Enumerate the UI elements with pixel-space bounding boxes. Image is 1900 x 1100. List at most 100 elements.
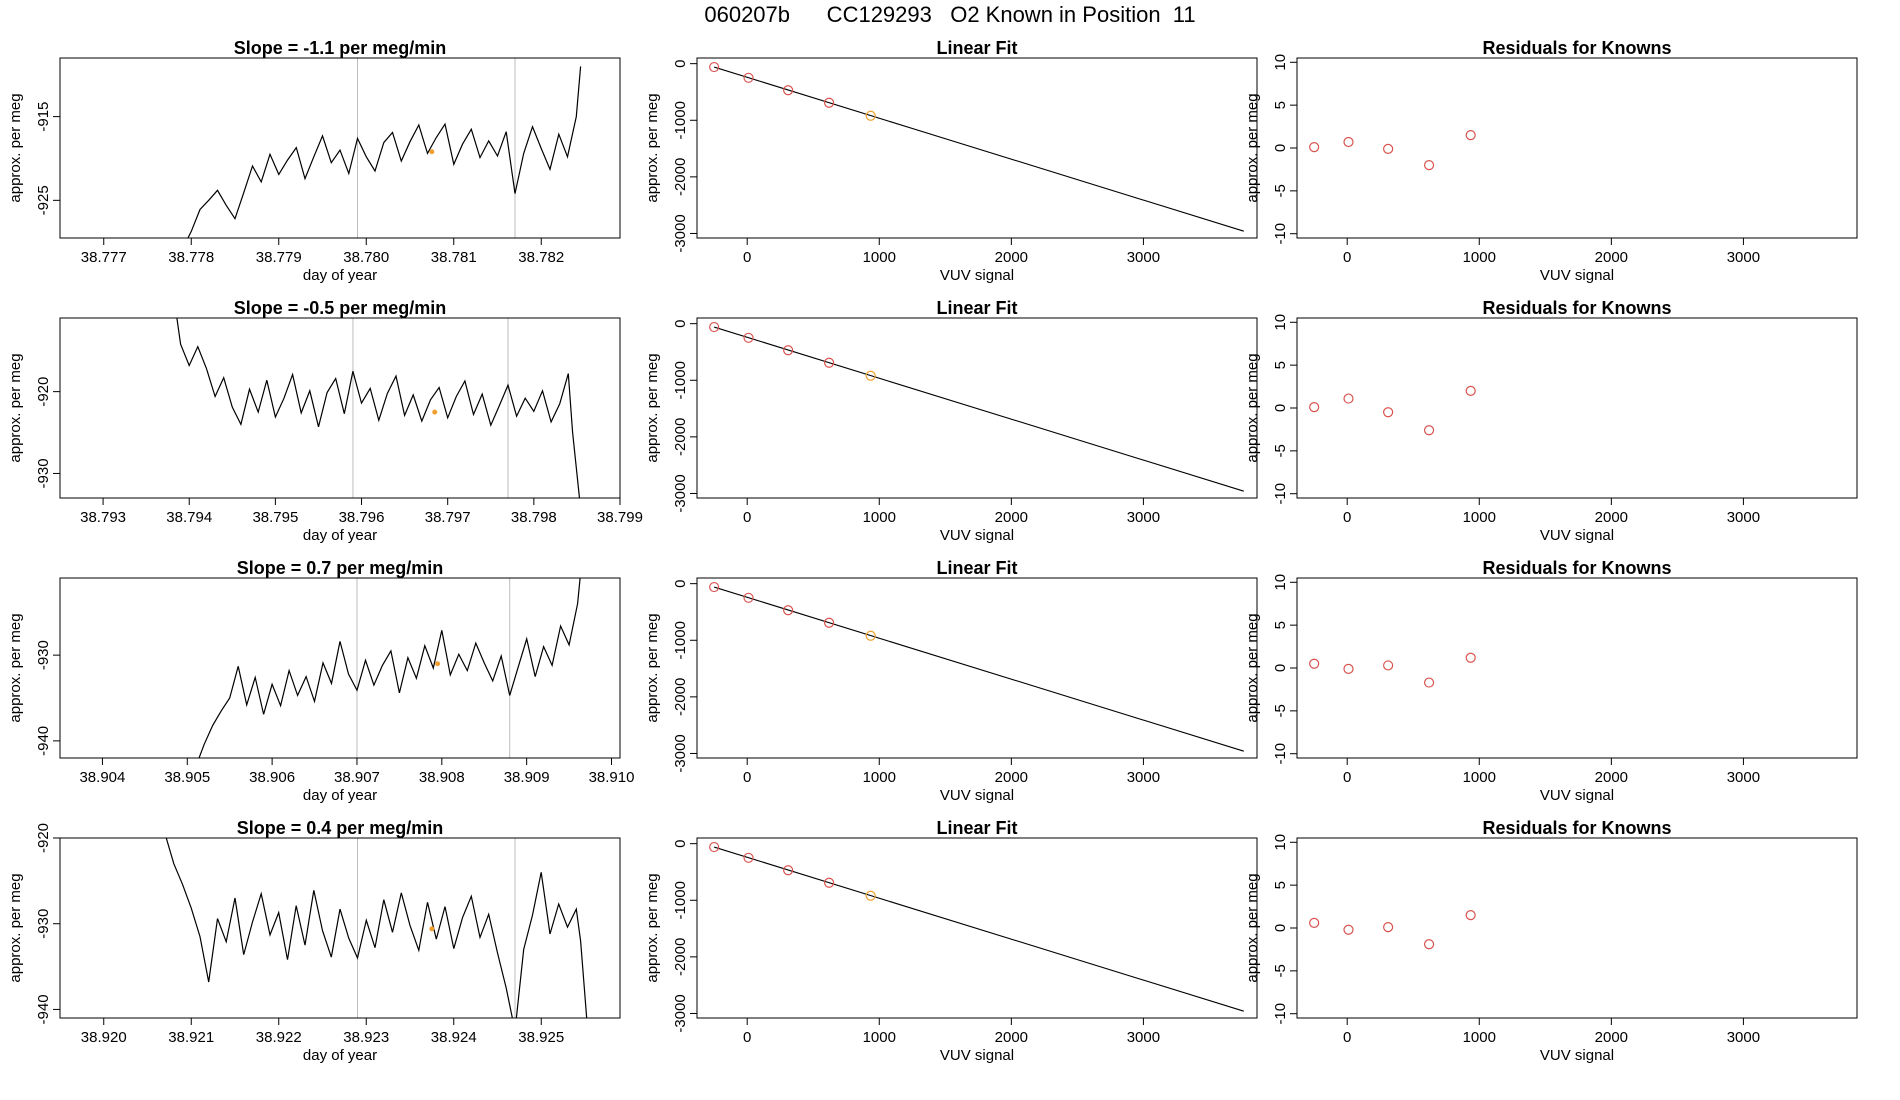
series-line bbox=[187, 66, 582, 238]
data-point bbox=[1309, 142, 1320, 153]
plot-frame bbox=[59, 577, 621, 759]
data-point bbox=[865, 630, 876, 641]
y-tick-label: -10 bbox=[1272, 743, 1289, 765]
x-tick-label: 2000 bbox=[1595, 1029, 1628, 1046]
x-tick-label: 1000 bbox=[1463, 769, 1496, 786]
x-axis-label: VUV signal bbox=[1540, 527, 1614, 544]
x-axis-label: day of year bbox=[303, 267, 377, 284]
fit-line bbox=[714, 326, 1244, 492]
x-tick-label: 3000 bbox=[1127, 769, 1160, 786]
x-tick-label: 2000 bbox=[995, 249, 1028, 266]
data-point bbox=[823, 617, 835, 628]
x-tick-label: 38.796 bbox=[339, 509, 385, 526]
data-point bbox=[1343, 924, 1354, 935]
plot-frame bbox=[1296, 57, 1858, 239]
data-point bbox=[1465, 652, 1476, 663]
y-tick-label: -930 bbox=[35, 458, 52, 488]
highlight-point bbox=[432, 409, 438, 415]
panel-title: Slope = -0.5 per meg/min bbox=[234, 298, 447, 318]
data-point bbox=[1423, 160, 1435, 171]
panel-title: Residuals for Knowns bbox=[1482, 558, 1671, 578]
y-tick-label: -3000 bbox=[672, 474, 689, 512]
x-tick-label: 3000 bbox=[1727, 509, 1760, 526]
x-tick-label: 38.778 bbox=[168, 249, 214, 266]
y-axis-label: approx. per meg bbox=[7, 613, 24, 722]
y-tick-label: 0 bbox=[1272, 404, 1289, 412]
x-tick-label: 2000 bbox=[1595, 769, 1628, 786]
data-point bbox=[823, 97, 835, 108]
panel-1-2: Linear Fit 0 1000 2000 3000 0 -1000 -2000 -3000 V… bbox=[644, 38, 1258, 284]
panel-title: Residuals for Knowns bbox=[1482, 818, 1671, 838]
y-tick-label: 10 bbox=[1272, 314, 1289, 331]
series-line bbox=[176, 318, 581, 498]
plot-area bbox=[165, 838, 588, 1018]
data-point bbox=[1343, 663, 1354, 674]
plot-area bbox=[709, 581, 1244, 752]
x-tick-label: 1000 bbox=[1463, 1029, 1496, 1046]
series-line bbox=[165, 838, 588, 1018]
x-tick-label: 38.777 bbox=[81, 249, 127, 266]
y-tick-label: 0 bbox=[1272, 144, 1289, 152]
plot-frame bbox=[1296, 837, 1858, 1019]
x-axis-label: VUV signal bbox=[940, 787, 1014, 804]
x-axis-label: VUV signal bbox=[940, 1047, 1014, 1064]
y-tick-label: 0 bbox=[1272, 924, 1289, 932]
data-point bbox=[1465, 130, 1476, 141]
y-tick-label: -3000 bbox=[672, 734, 689, 772]
x-tick-label: 2000 bbox=[1595, 249, 1628, 266]
plot-area bbox=[1309, 910, 1476, 950]
y-tick-label: 10 bbox=[1272, 834, 1289, 851]
y-axis-label: approx. per meg bbox=[1244, 353, 1261, 462]
x-tick-label: 2000 bbox=[995, 769, 1028, 786]
highlight-point bbox=[435, 661, 441, 667]
x-tick-label: 3000 bbox=[1727, 769, 1760, 786]
x-tick-label: 38.782 bbox=[518, 249, 564, 266]
panel-title: Slope = 0.7 per meg/min bbox=[237, 558, 444, 578]
y-tick-label: -915 bbox=[35, 102, 52, 132]
x-tick-label: 3000 bbox=[1127, 1029, 1160, 1046]
data-point bbox=[1423, 677, 1435, 688]
x-tick-label: 38.921 bbox=[168, 1029, 214, 1046]
x-tick-label: 38.909 bbox=[504, 769, 550, 786]
y-tick-label: -920 bbox=[35, 823, 52, 853]
highlight-point bbox=[429, 926, 435, 932]
panel-title: Linear Fit bbox=[936, 818, 1017, 838]
data-point bbox=[1423, 939, 1435, 950]
y-tick-label: 5 bbox=[1272, 621, 1289, 629]
plot-area bbox=[1309, 385, 1476, 436]
y-axis-label: approx. per meg bbox=[7, 353, 24, 462]
data-point bbox=[823, 357, 835, 368]
y-tick-label: -940 bbox=[35, 994, 52, 1024]
figure-title: 060207b CC129293 O2 Known in Position 11 bbox=[704, 2, 1196, 27]
y-axis-label: approx. per meg bbox=[644, 873, 661, 982]
y-tick-label: 10 bbox=[1272, 54, 1289, 71]
panel-2-1: Slope = -0.5 per meg/min 38.793 38.794 38.7… bbox=[7, 298, 643, 544]
data-point bbox=[865, 110, 876, 121]
plot-frame bbox=[59, 837, 621, 1019]
panel-2-3: Residuals for Knowns 0 1000 2000 3000 10 5 0 -5 -… bbox=[1244, 298, 1858, 544]
y-tick-label: -2000 bbox=[672, 418, 689, 456]
y-axis-label: approx. per meg bbox=[7, 93, 24, 202]
plot-frame bbox=[696, 577, 1258, 759]
plot-area bbox=[1309, 652, 1476, 688]
data-point bbox=[743, 852, 754, 863]
y-axis-label: approx. per meg bbox=[1244, 873, 1261, 982]
y-tick-label: -10 bbox=[1272, 1003, 1289, 1025]
panel-3-3: Residuals for Knowns 0 1000 2000 3000 10 5 0 -5 -… bbox=[1244, 558, 1858, 804]
y-tick-label: 0 bbox=[1272, 664, 1289, 672]
data-point bbox=[1423, 425, 1435, 436]
x-tick-label: 0 bbox=[743, 249, 751, 266]
plot-frame bbox=[59, 57, 621, 239]
x-tick-label: 1000 bbox=[863, 249, 896, 266]
data-point bbox=[865, 890, 876, 901]
data-point bbox=[783, 345, 794, 356]
panel-3-2: Linear Fit 0 1000 2000 3000 0 -1000 -2000 -3000 V… bbox=[644, 558, 1258, 804]
y-tick-label: -10 bbox=[1272, 223, 1289, 245]
y-tick-label: -1000 bbox=[672, 101, 689, 139]
y-tick-label: 5 bbox=[1272, 361, 1289, 369]
y-axis-label: approx. per meg bbox=[1244, 613, 1261, 722]
y-tick-label: 0 bbox=[672, 579, 689, 587]
panel-title: Residuals for Knowns bbox=[1482, 298, 1671, 318]
x-tick-label: 38.920 bbox=[81, 1029, 127, 1046]
x-tick-label: 0 bbox=[743, 769, 751, 786]
